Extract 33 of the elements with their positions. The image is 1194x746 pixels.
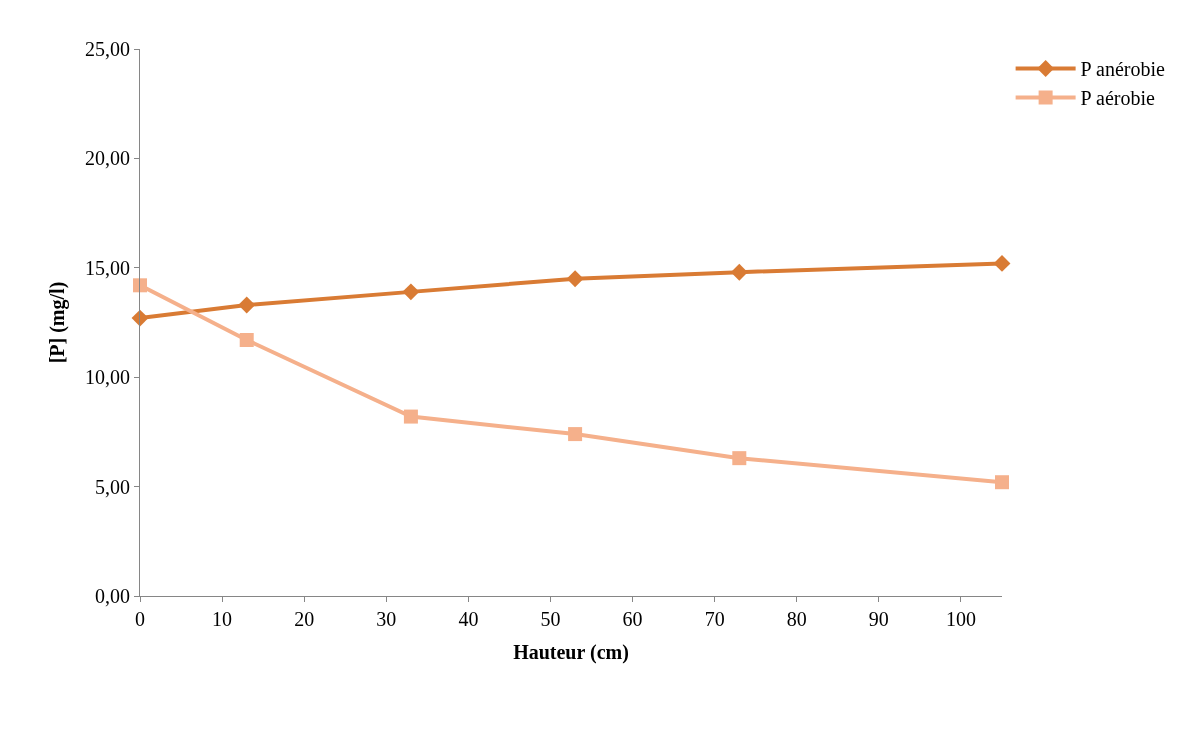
y-tick-label: 25,00 xyxy=(85,38,130,60)
point xyxy=(993,254,1011,272)
point xyxy=(133,278,147,293)
x-tick-label: 40 xyxy=(458,608,479,630)
y-axis-title: [P] (mg/l) xyxy=(45,281,69,364)
y-tick-label: 5,00 xyxy=(95,475,130,498)
x-tick-label: 20 xyxy=(294,608,315,630)
point xyxy=(730,263,748,281)
point xyxy=(239,333,254,347)
point xyxy=(995,475,1009,490)
y-tick-label: 20,00 xyxy=(85,147,130,170)
x-tick-label: 50 xyxy=(540,608,561,630)
x-tick-label: 100 xyxy=(945,608,976,630)
x-tick-label: 70 xyxy=(704,608,725,630)
x-tick-label: 10 xyxy=(212,608,233,630)
x-axis-title: Hauteur (cm) xyxy=(513,640,629,664)
point xyxy=(403,409,418,424)
point xyxy=(238,296,256,314)
y-tick-label: 10,00 xyxy=(85,366,130,389)
point xyxy=(566,270,584,288)
x-tick-label: 80 xyxy=(786,608,807,630)
point xyxy=(732,451,747,466)
legend-label: P anérobie xyxy=(1080,58,1165,81)
x-tick-label: 60 xyxy=(622,608,643,630)
point xyxy=(568,427,583,442)
y-tick-label: 0,00 xyxy=(95,585,130,607)
x-tick-label: 0 xyxy=(135,608,145,630)
y-tick-label: 15,00 xyxy=(85,256,130,279)
point xyxy=(402,283,420,301)
point xyxy=(131,309,149,327)
legend-label: P aérobie xyxy=(1080,87,1155,110)
x-tick-label: 30 xyxy=(376,608,397,630)
x-tick-label: 90 xyxy=(868,608,889,630)
